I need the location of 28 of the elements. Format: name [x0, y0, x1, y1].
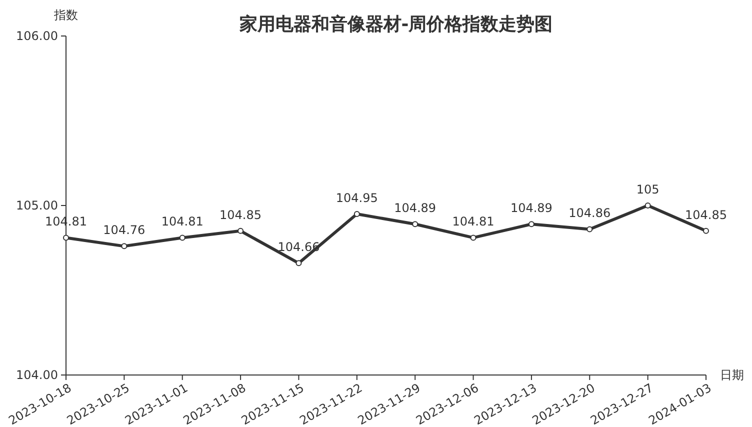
y-tick-label: 106.00: [16, 29, 58, 44]
point: [238, 228, 244, 234]
data-label: 104.81: [452, 214, 494, 229]
data-label: 105: [636, 182, 660, 196]
chart-title: 家用电器和音像器材-周价格指数走势图: [238, 14, 553, 35]
point: [528, 221, 534, 228]
point: [644, 202, 651, 208]
x-axis-title: 日期: [720, 368, 744, 382]
data-label: 104.76: [103, 223, 146, 238]
y-tick-label: 104.00: [16, 368, 58, 382]
point: [703, 228, 709, 234]
point: [63, 234, 69, 241]
y-axis-title: 指数: [53, 8, 78, 22]
point: [586, 226, 593, 232]
point: [470, 234, 476, 241]
point: [121, 243, 128, 250]
point: [179, 234, 186, 241]
data-label: 104.85: [220, 208, 262, 222]
y-tick-label: 105.00: [16, 198, 58, 213]
data-label: 104.89: [510, 201, 552, 216]
point: [354, 210, 360, 217]
data-label: 104.81: [161, 214, 204, 229]
data-label: 104.86: [568, 206, 611, 220]
point: [412, 221, 418, 228]
data-label: 104.85: [685, 208, 727, 222]
point: [296, 260, 302, 266]
data-label: 104.89: [394, 201, 436, 216]
data-label: 104.95: [336, 190, 378, 205]
